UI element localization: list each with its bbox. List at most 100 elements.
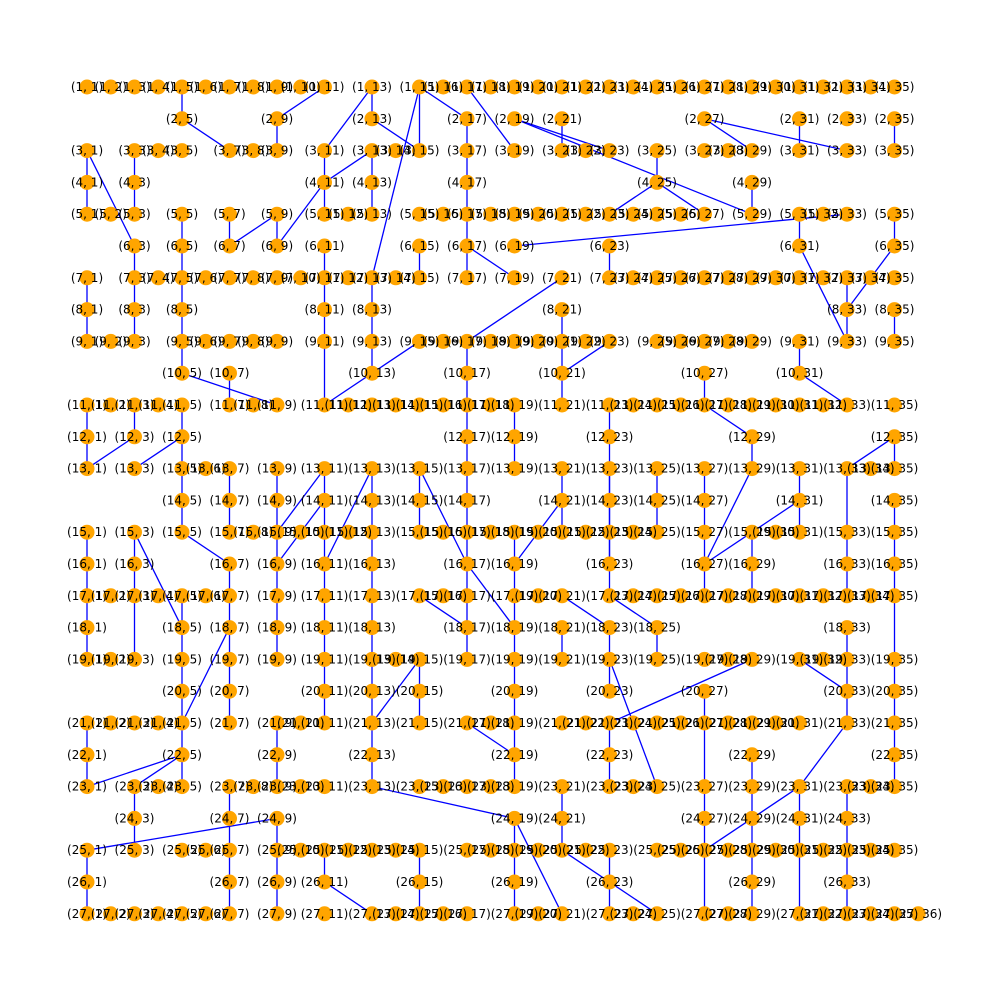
edge-21-33-to-23-31 <box>798 722 848 787</box>
node-2-5 <box>174 111 190 127</box>
node-label-25-21: (25, 21) <box>538 843 586 857</box>
node-19-3 <box>127 651 142 667</box>
node-1-6 <box>198 79 214 95</box>
node-23-21 <box>554 779 570 795</box>
edge-16-17-to-18-19 <box>466 563 516 628</box>
node-6-11 <box>317 238 332 254</box>
node-11-9 <box>269 397 285 413</box>
node-label-25-30: (25, 30) <box>752 843 800 857</box>
node-label-9-27: (9, 27) <box>685 334 725 348</box>
node-label-16-9: (16, 9) <box>257 557 297 571</box>
node-14-27 <box>697 492 712 508</box>
node-14-13 <box>364 492 380 508</box>
node-label-23-15: (23, 15) <box>396 780 444 794</box>
node-21-25 <box>649 715 665 731</box>
node-label-19-3: (19, 3) <box>115 652 155 666</box>
node-10-7 <box>222 365 237 381</box>
node-24-9 <box>269 810 285 826</box>
node-label-26-7: (26, 7) <box>210 875 250 889</box>
node-label-1-27: (1, 27) <box>685 80 725 94</box>
edge-2-27-to-3-29 <box>704 118 753 152</box>
node-label-3-33: (3, 33) <box>827 144 867 158</box>
node-label-23-3: (23, 3) <box>115 780 155 794</box>
node-4-3 <box>127 174 142 190</box>
node-label-11-2: (11, 2) <box>91 398 131 412</box>
node-9-8 <box>245 333 261 349</box>
node-15-12 <box>340 524 356 540</box>
node-label-25-10: (25, 10) <box>277 843 325 857</box>
node-3-7 <box>222 143 237 159</box>
node-21-13 <box>364 715 380 731</box>
node-20-23 <box>602 683 617 699</box>
node-19-21 <box>554 651 570 667</box>
node-17-26 <box>673 588 689 604</box>
node-26-1 <box>79 874 95 890</box>
node-label-11-19: (11, 19) <box>491 398 539 412</box>
node-10-5 <box>174 365 190 381</box>
node-19-15 <box>412 651 427 667</box>
node-label-27-27: (27, 27) <box>681 907 729 921</box>
node-label-14-35: (14, 35) <box>871 493 919 507</box>
node-label-21-29: (21, 29) <box>728 716 776 730</box>
node-27-25 <box>649 906 665 922</box>
node-label-23-11: (23, 11) <box>301 780 349 794</box>
edge-23-13-to-24-19 <box>371 785 515 820</box>
node-3-29 <box>744 143 760 159</box>
node-22-13 <box>364 747 380 763</box>
node-15-33 <box>839 524 855 540</box>
node-8-21 <box>554 302 570 318</box>
node-18-9 <box>269 620 285 636</box>
node-13-27 <box>697 461 712 477</box>
node-13-7 <box>222 461 237 477</box>
node-label-23-31: (23, 31) <box>776 780 824 794</box>
node-label-11-7: (11, 7) <box>210 398 250 412</box>
node-23-3 <box>127 779 142 795</box>
edge-2-5-to-3-7 <box>181 118 230 152</box>
node-label-9-7: (9, 7) <box>213 334 245 348</box>
node-21-27 <box>697 715 712 731</box>
node-label-11-5: (11, 5) <box>162 398 202 412</box>
node-label-5-31: (5, 31) <box>780 207 820 221</box>
node-label-7-4: (7, 4) <box>142 271 174 285</box>
node-10-17 <box>459 365 475 381</box>
node-label-19-21: (19, 21) <box>538 652 586 666</box>
node-23-9 <box>269 779 285 795</box>
node-label-11-11: (11, 11) <box>301 398 349 412</box>
node-label-9-11: (9, 11) <box>305 334 345 348</box>
node-5-19 <box>507 206 522 222</box>
node-5-16 <box>435 206 451 222</box>
node-label-4-11: (4, 11) <box>305 175 345 189</box>
node-label-4-3: (4, 3) <box>118 175 150 189</box>
node-27-36 <box>910 906 926 922</box>
node-8-3 <box>127 302 142 318</box>
node-label-25-33: (25, 33) <box>823 843 871 857</box>
node-label-25-11: (25, 11) <box>301 843 349 857</box>
node-label-3-35: (3, 35) <box>875 144 915 158</box>
node-7-29 <box>744 270 760 286</box>
node-16-33 <box>839 556 855 572</box>
node-label-15-8: (15, 8) <box>233 525 273 539</box>
node-25-3 <box>127 842 142 858</box>
node-label-14-13: (14, 13) <box>348 493 396 507</box>
node-label-14-15: (14, 15) <box>396 493 444 507</box>
node-7-31 <box>792 270 807 286</box>
node-5-9 <box>269 206 285 222</box>
node-7-8 <box>245 270 261 286</box>
node-25-34 <box>863 842 879 858</box>
node-6-19 <box>507 238 522 254</box>
node-label-1-4: (1, 4) <box>142 80 174 94</box>
node-5-35 <box>887 206 902 222</box>
node-label-6-17: (6, 17) <box>447 239 487 253</box>
node-13-31 <box>792 461 807 477</box>
node-25-9 <box>269 842 285 858</box>
node-label-21-24: (21, 24) <box>609 716 657 730</box>
node-label-26-15: (26, 15) <box>396 875 444 889</box>
node-3-25 <box>649 143 665 159</box>
node-label-15-9: (15, 9) <box>257 525 297 539</box>
node-19-11 <box>317 651 332 667</box>
node-label-1-31: (1, 31) <box>780 80 820 94</box>
node-label-9-15: (9, 15) <box>400 334 440 348</box>
node-label-16-19: (16, 19) <box>491 557 539 571</box>
node-19-2 <box>103 651 119 667</box>
node-label-13-17: (13, 17) <box>443 462 491 476</box>
